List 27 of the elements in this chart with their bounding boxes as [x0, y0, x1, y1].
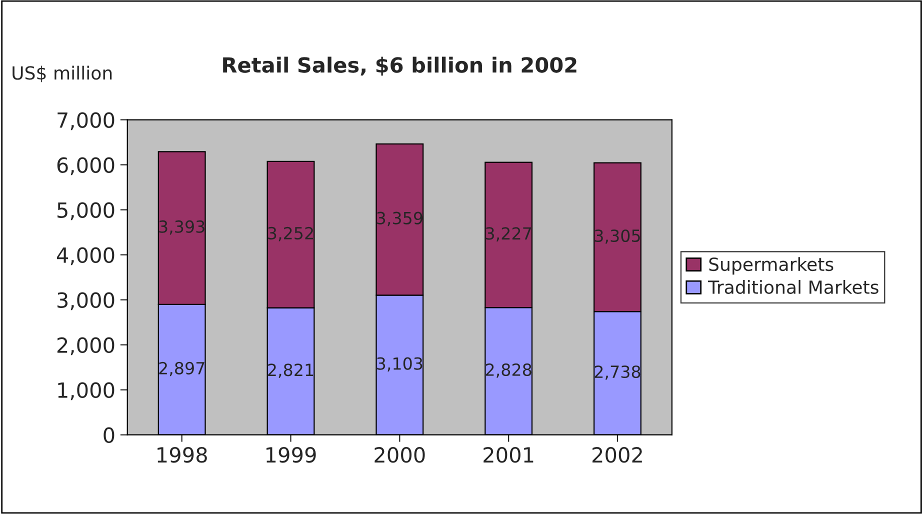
chart-title: Retail Sales, $6 billion in 2002: [223, 56, 576, 76]
data-label: 2,821: [268, 364, 314, 378]
data-label: 2,738: [594, 365, 640, 380]
data-label: 3,393: [159, 220, 204, 235]
x-tick-label: 1998: [158, 447, 207, 463]
data-label: 3,227: [486, 227, 532, 242]
y-tick-label: 5,000: [58, 202, 114, 220]
y-tick-label: 3,000: [58, 292, 114, 310]
x-tick-label: 2000: [374, 447, 425, 463]
y-tick-label: 4,000: [56, 247, 114, 266]
y-axis-title: US$ million: [12, 66, 112, 82]
data-label: 2,828: [486, 363, 532, 378]
x-tick-label: 2002: [592, 447, 642, 463]
data-label: 3,252: [268, 226, 313, 242]
legend-label: Traditional Markets: [708, 280, 878, 294]
y-tick-label: 2,000: [57, 337, 114, 356]
x-tick-label: 1999: [266, 447, 316, 463]
y-tick-label: 0: [104, 427, 114, 444]
data-label: 3,103: [377, 357, 422, 372]
data-label: 3,359: [377, 212, 422, 226]
data-label: 3,305: [594, 229, 640, 244]
legend-label: Supermarkets: [709, 257, 834, 275]
y-tick-label: 7,000: [58, 112, 114, 130]
y-tick-label: 6,000: [57, 157, 114, 176]
y-tick-label: 1,000: [58, 382, 114, 400]
data-label: 2,897: [159, 362, 204, 376]
x-tick-label: 2001: [484, 447, 534, 463]
